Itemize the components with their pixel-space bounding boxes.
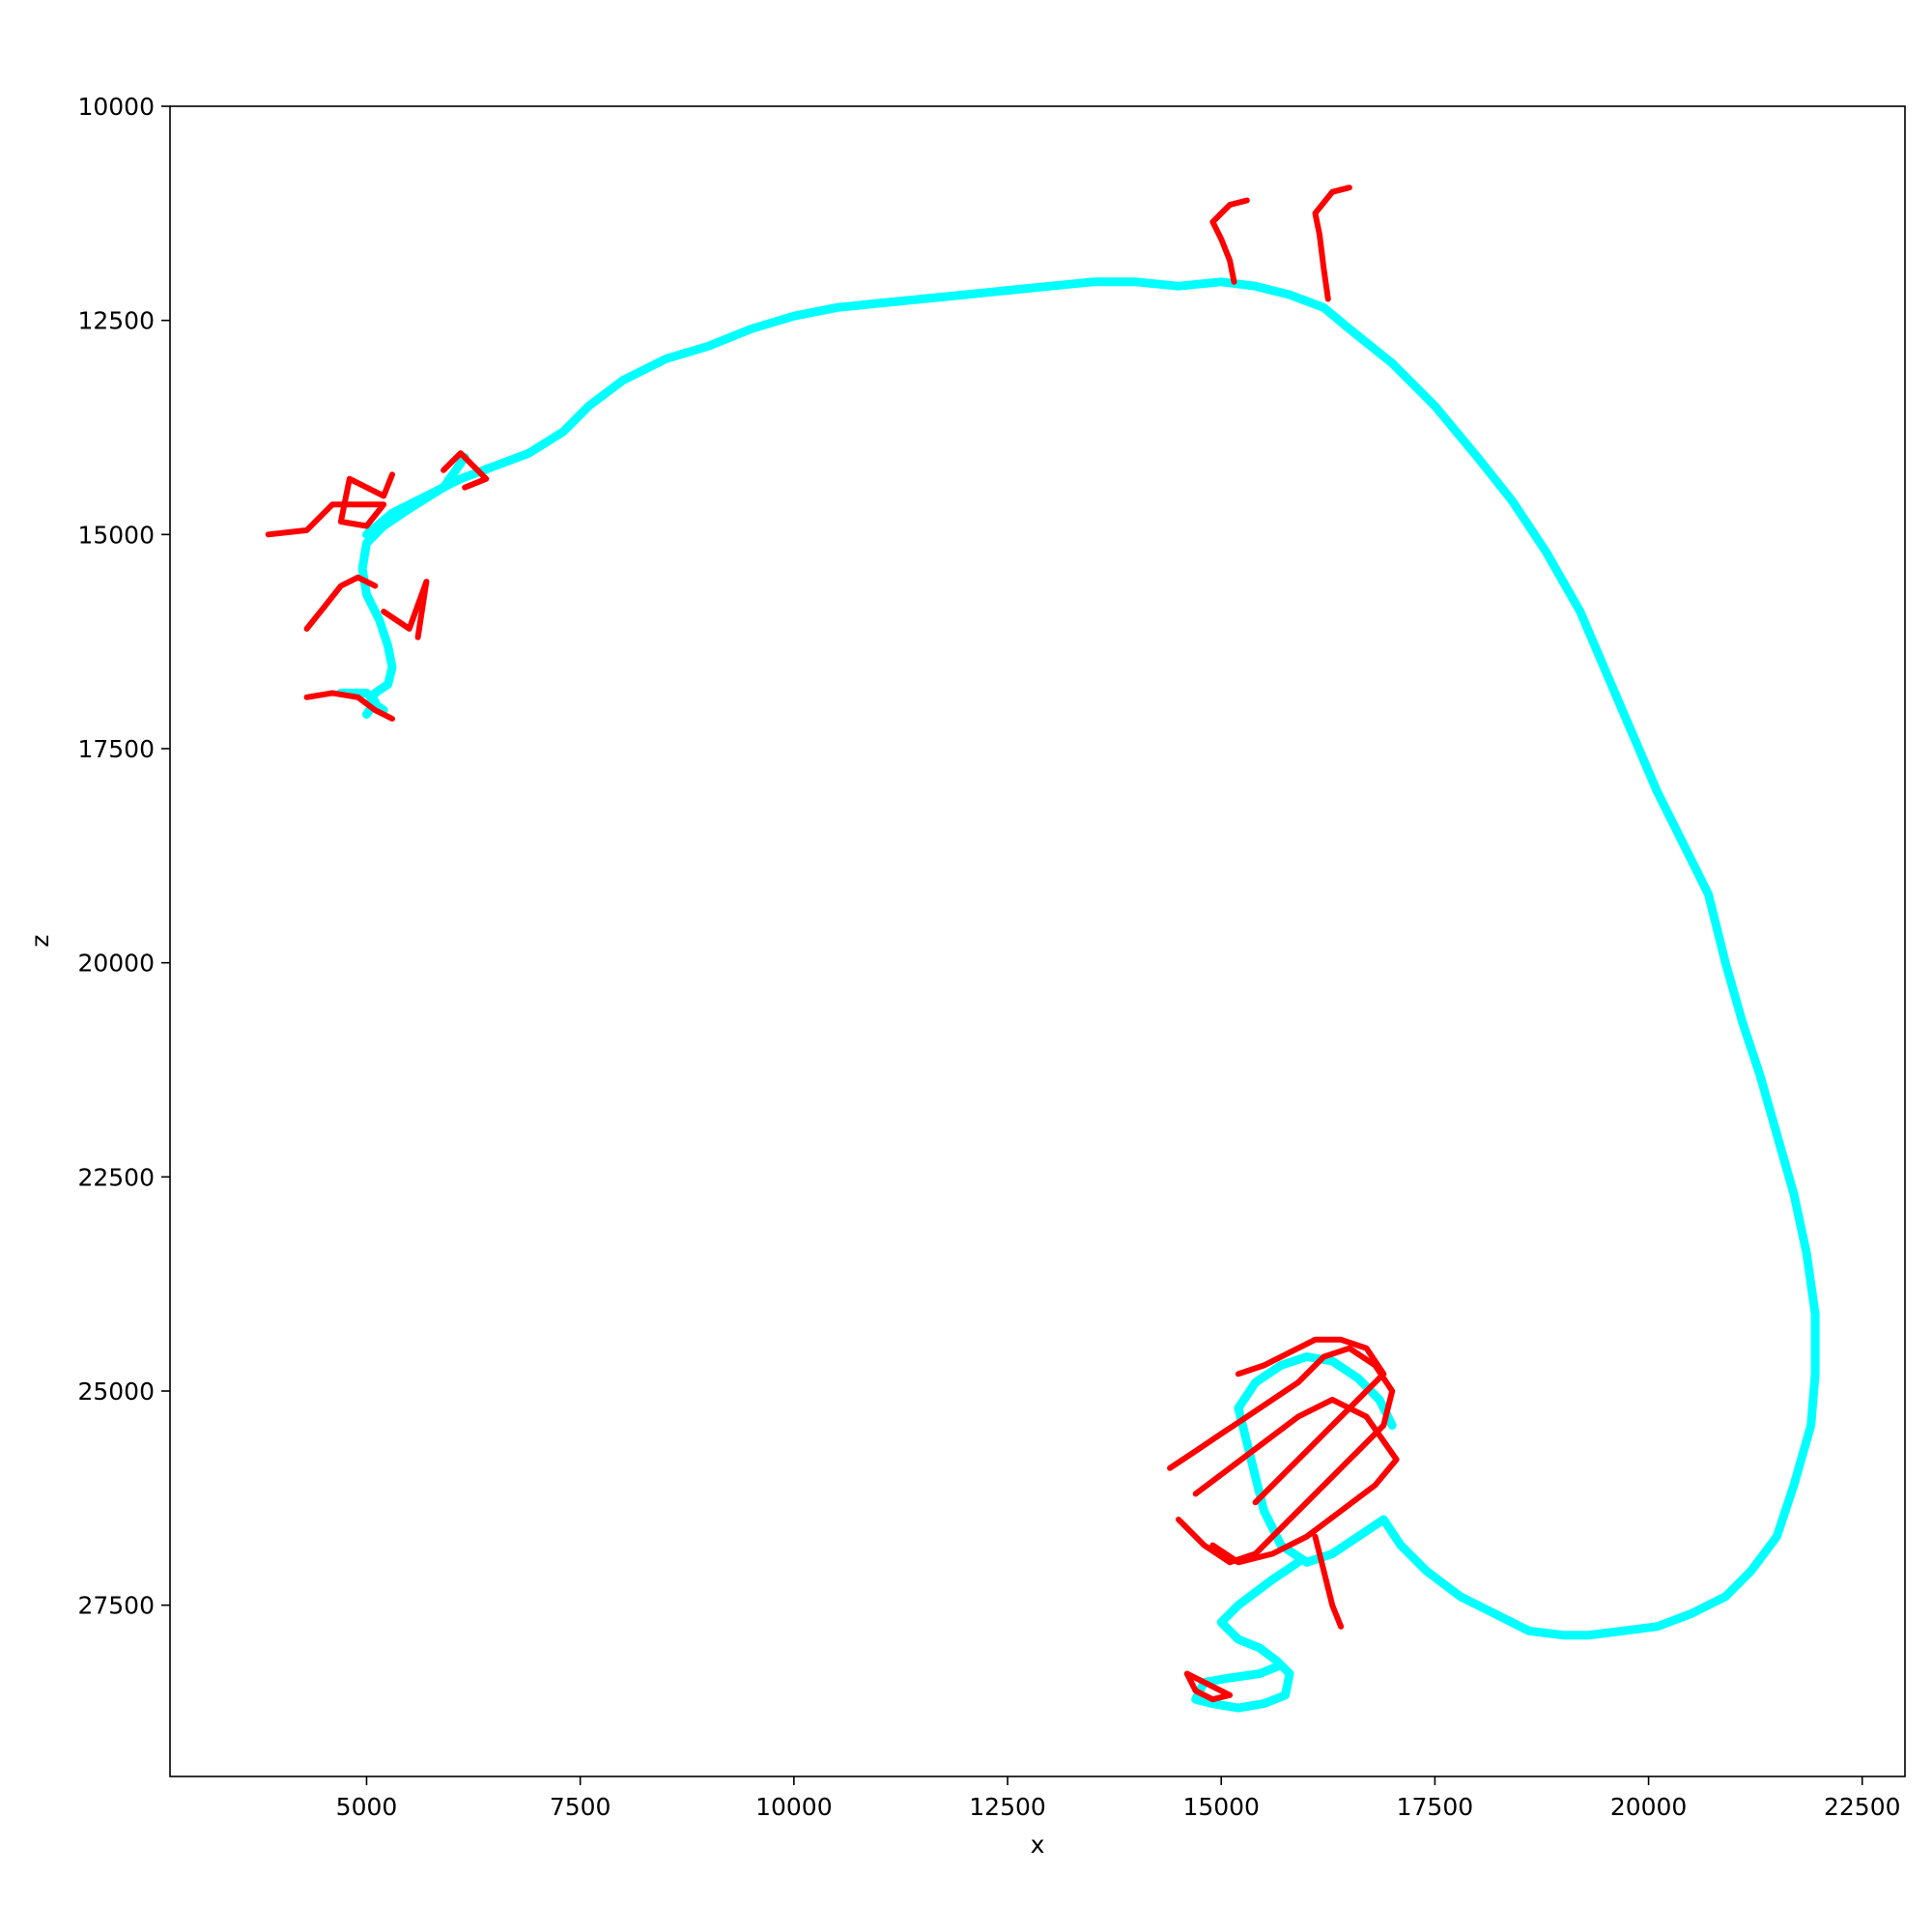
y-tick-label: 10000	[77, 93, 155, 121]
x-tick-label: 15000	[1182, 1793, 1260, 1821]
series-dendrite-left-middle-2	[384, 582, 426, 638]
x-tick-label: 22500	[1824, 1793, 1901, 1821]
x-tick-label: 20000	[1610, 1793, 1688, 1821]
y-tick-label: 12500	[77, 307, 155, 335]
y-tick-label: 15000	[77, 521, 155, 549]
series-dendrite-bottom-tuft-b	[1196, 1400, 1397, 1562]
x-tick-label: 7500	[550, 1793, 611, 1821]
y-axis-ticks: 10000 12500 15000 17500 20000 22500 25000 27500	[77, 93, 170, 1620]
y-tick-label: 27500	[77, 1592, 155, 1620]
x-tick-label: 17500	[1397, 1793, 1474, 1821]
y-tick-label: 17500	[77, 735, 155, 763]
y-axis-label: z	[26, 934, 54, 947]
x-axis-ticks: 5000 7500 10000 12500 15000 17500 20000 22500	[336, 1776, 1901, 1821]
x-tick-label: 5000	[336, 1793, 398, 1821]
y-tick-label: 20000	[77, 950, 155, 978]
plot-area	[269, 187, 1815, 1708]
series-dendrite-top-right	[1316, 187, 1350, 298]
x-tick-label: 12500	[969, 1793, 1046, 1821]
axes-frame	[170, 106, 1905, 1776]
x-tick-label: 10000	[755, 1793, 833, 1821]
x-axis-label: x	[1031, 1831, 1045, 1859]
y-tick-label: 22500	[77, 1163, 155, 1191]
y-tick-label: 25000	[77, 1378, 155, 1406]
series-axon-main-arc	[367, 282, 1816, 1635]
series-dendrite-top-left	[1212, 201, 1246, 282]
